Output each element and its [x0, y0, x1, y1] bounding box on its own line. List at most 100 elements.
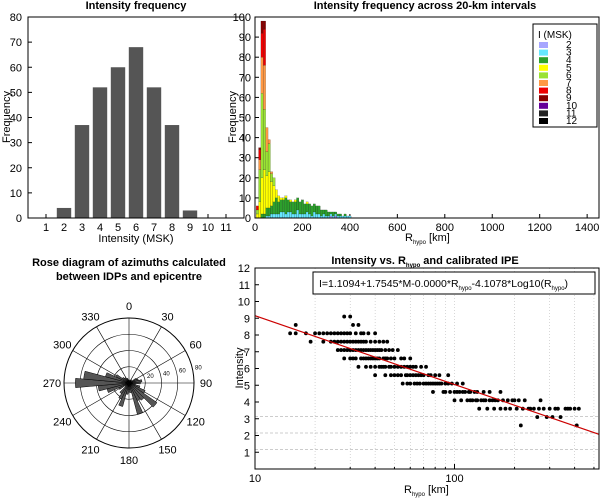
- stacked-bar-segment: [294, 201, 297, 215]
- scatter-point: [576, 406, 581, 411]
- scatter-point: [353, 356, 358, 361]
- bar: [92, 87, 108, 218]
- stacked-bar-segment: [256, 213, 259, 219]
- scatter-point: [345, 339, 350, 344]
- scatter-point: [498, 390, 503, 394]
- stacked-bar-segment: [258, 201, 262, 219]
- stacked-bar-segment: [260, 177, 264, 215]
- scatter-point: [463, 390, 467, 394]
- scatter-point: [313, 331, 317, 336]
- y-tick-label: 70: [239, 72, 251, 84]
- scatter-point: [389, 364, 393, 369]
- stacked-bar-segment: [303, 203, 307, 215]
- ipe-title-tail: and calibrated IPE: [420, 255, 518, 267]
- stacked-bar-segment: [305, 211, 309, 219]
- scatter-point: [373, 373, 378, 378]
- stacked-bar-segment: [277, 213, 280, 219]
- stacked-bar-segment: [305, 201, 309, 205]
- legend-label: 8: [566, 86, 572, 97]
- y-tick-label: 60: [239, 92, 251, 104]
- rose-title-line-1: Rose diagram of azimuths calculated: [32, 257, 226, 269]
- scatter-point: [405, 373, 410, 378]
- ipe-title-main: Intensity vs. R: [331, 255, 406, 267]
- stacked-bar-segment: [270, 173, 273, 182]
- rose-sector: [128, 382, 132, 393]
- scatter-point: [288, 331, 293, 336]
- rose-angle-label: 180: [120, 455, 138, 467]
- scatter-point: [400, 381, 405, 386]
- stacked-bar-segment: [305, 203, 309, 213]
- x-tick-label: 10: [249, 473, 261, 485]
- scatter-point: [342, 331, 347, 336]
- y-tick-label: 30: [10, 138, 22, 150]
- bar: [182, 210, 198, 218]
- stacked-bar-segment: [329, 213, 333, 217]
- bar: [146, 87, 162, 218]
- rose-spoke: [128, 350, 186, 384]
- interval-frequency-panel: Intensity frequency across 20-km interva…: [227, 0, 600, 246]
- stacked-bar-segment: [267, 171, 271, 209]
- legend-swatch: [539, 49, 548, 56]
- scatter-point: [411, 373, 415, 378]
- x-tick-label: 800: [436, 222, 454, 234]
- scatter-point: [431, 390, 435, 394]
- stacked-bar-segment: [282, 199, 285, 213]
- stacked-bar-segment: [260, 57, 264, 94]
- stacked-bar-segment: [263, 213, 266, 219]
- rose-sector: [128, 379, 133, 384]
- y-tick-label: 0: [245, 213, 251, 225]
- scatter-point: [452, 398, 457, 403]
- scatter-point: [402, 356, 407, 361]
- y-tick-label: 80: [10, 12, 22, 24]
- stacked-bar-segment: [272, 201, 276, 215]
- ipe-equation-mid: -4.1078*Log10(R: [472, 278, 552, 290]
- interval-frequency-xlabel-main: R: [405, 232, 413, 244]
- scatter-point: [368, 339, 373, 344]
- scatter-point: [383, 364, 388, 369]
- scatter-point: [475, 398, 480, 403]
- legend-swatch: [539, 118, 548, 124]
- stacked-bar-segment: [308, 213, 311, 219]
- scatter-point: [518, 423, 523, 428]
- y-tick-label: 70: [10, 37, 22, 49]
- stacked-bar-segment: [317, 213, 321, 219]
- scatter-point: [345, 348, 350, 352]
- scatter-point: [339, 331, 343, 336]
- scatter-point: [424, 364, 428, 369]
- scatter-point: [351, 323, 355, 327]
- stacked-bar-segment: [291, 213, 295, 219]
- ipe-fit-line: [254, 315, 600, 435]
- stacked-bar-segment: [313, 203, 316, 213]
- bar: [56, 207, 72, 218]
- rose-sectors: [75, 370, 158, 415]
- y-tick-label: 80: [239, 52, 251, 64]
- scatter-point: [483, 398, 488, 403]
- scatter-point: [487, 398, 492, 403]
- rose-spoke: [128, 326, 162, 384]
- stacked-bar-segment: [263, 169, 266, 215]
- scatter-point: [492, 406, 497, 411]
- rose-radial-label: 40: [163, 371, 170, 377]
- scatter-point: [351, 356, 355, 361]
- scatter-point: [356, 323, 361, 327]
- scatter-point: [395, 373, 400, 378]
- stacked-bar-segment: [263, 28, 266, 66]
- scatter-point: [373, 331, 378, 336]
- stacked-bar-segment: [296, 209, 299, 219]
- ipe-equation: I=1.1094+1.7545*M-0.0000*Rhypo-4.1078*Lo…: [319, 278, 568, 292]
- stacked-bar-segment: [336, 213, 340, 217]
- rose-radial-labels: 20 40 60 80: [147, 366, 202, 380]
- scatter-point: [490, 398, 495, 403]
- y-tick-label: 11: [239, 280, 250, 292]
- intensity-frequency-yticks: 0 10 20 30 40 50 60 70 80: [10, 12, 22, 225]
- x-tick-label: 1000: [480, 222, 504, 234]
- stacked-bar-segment: [327, 211, 330, 217]
- intensity-frequency-gridlines: [28, 16, 227, 219]
- intensity-frequency-title: Intensity frequency: [86, 0, 188, 12]
- scatter-point: [345, 331, 350, 336]
- rose-diagram-panel: Rose diagram of azimuths calculated betw…: [32, 257, 226, 467]
- scatter-point: [335, 339, 340, 344]
- stacked-bar-segment: [282, 197, 285, 200]
- scatter-point: [385, 356, 390, 361]
- scatter-point: [377, 339, 382, 344]
